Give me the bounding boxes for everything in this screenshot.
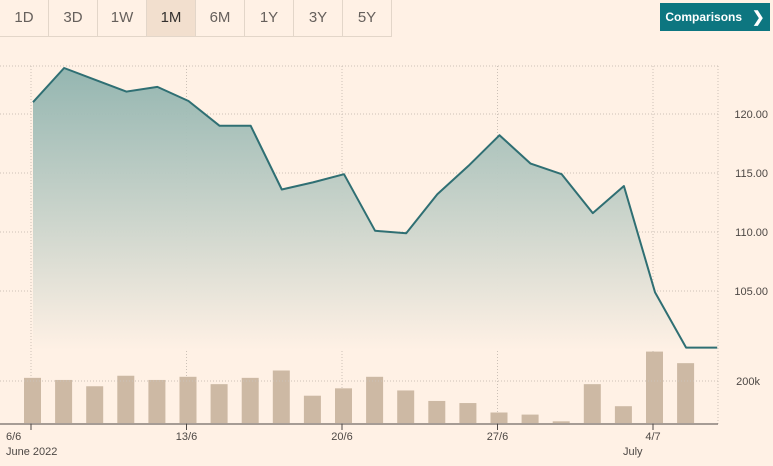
volume-bar	[272, 370, 290, 423]
volume-bar	[335, 388, 352, 423]
x-tick-sublabel: June 2022	[6, 446, 57, 458]
tab-1y[interactable]: 1Y	[245, 0, 294, 36]
volume-bar	[303, 395, 321, 423]
volume-bar	[148, 379, 166, 423]
volume-bar	[179, 376, 197, 423]
tab-5y[interactable]: 5Y	[343, 0, 392, 36]
x-tick-label: 27/6	[487, 431, 508, 443]
tab-6m[interactable]: 6M	[196, 0, 245, 36]
tab-3y[interactable]: 3Y	[294, 0, 343, 36]
y-tick-label: 110.00	[735, 227, 768, 239]
volume-bar	[646, 351, 663, 423]
x-tick-label: 20/6	[331, 431, 352, 443]
volume-bar	[521, 414, 539, 423]
x-tick-sublabel: July	[623, 446, 643, 458]
y-tick-label: 115.00	[735, 168, 768, 180]
y-tick-label-volume: 200k	[736, 376, 760, 388]
x-tick-label: 6/6	[6, 431, 21, 443]
volume-bar	[677, 363, 695, 423]
volume-bar	[428, 400, 446, 423]
volume-bar	[583, 384, 601, 423]
volume-bar	[552, 421, 570, 423]
tab-1d[interactable]: 1D	[0, 0, 49, 36]
tab-1m[interactable]: 1M	[147, 0, 196, 36]
volume-bar	[24, 377, 41, 423]
tab-3d[interactable]: 3D	[49, 0, 98, 36]
price-line	[32, 67, 718, 349]
y-tick-label: 120.00	[734, 109, 768, 121]
volume-bar	[490, 412, 508, 423]
volume-bar	[366, 376, 384, 423]
price-area	[33, 68, 718, 350]
comparisons-button[interactable]: Comparisons ❯	[660, 3, 770, 31]
chevron-right-icon: ❯	[752, 9, 765, 26]
comparisons-label: Comparisons	[665, 10, 743, 24]
volume-bar	[459, 403, 477, 423]
volume-bar	[614, 406, 632, 423]
x-tick-label: 4/7	[645, 431, 660, 443]
volume-bar	[86, 386, 104, 423]
range-tabs: 1D 3D 1W 1M 6M 1Y 3Y 5Y	[0, 0, 392, 37]
y-tick-label: 105.00	[734, 286, 768, 298]
volume-bar	[210, 384, 228, 423]
x-tick-label: 13/6	[176, 431, 197, 443]
tab-1w[interactable]: 1W	[98, 0, 147, 36]
volume-bar	[55, 379, 73, 423]
volume-bar	[241, 377, 259, 423]
volume-bar	[397, 390, 415, 423]
volume-bar	[117, 375, 135, 423]
